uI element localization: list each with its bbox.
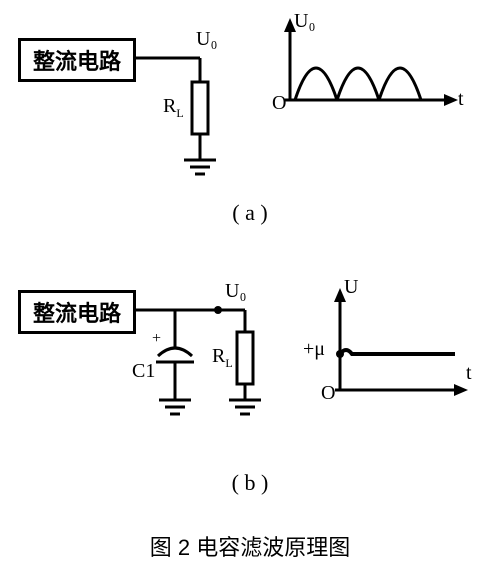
figure-page: 整流电路 U₀ RL [0,0,500,574]
panel-a: 整流电路 U₀ RL [0,10,500,210]
sublabel-a: ( a ) [0,200,500,226]
figure-caption: 图 2 电容滤波原理图 [0,530,500,562]
panel-b: 整流电路 U₀ + C1 [0,260,500,500]
axis-x-b: t [466,362,472,385]
axis-y-b: U [344,276,358,299]
axis-y-a: U₀ [294,10,315,33]
origin-b: O [321,382,335,405]
waveform-a-svg [0,10,500,210]
origin-a: O [272,92,286,115]
dc-value-label: +μ [303,338,325,361]
axis-x-a: t [458,88,464,111]
waveform-b-svg [0,260,500,500]
sublabel-b: ( b ) [0,470,500,496]
